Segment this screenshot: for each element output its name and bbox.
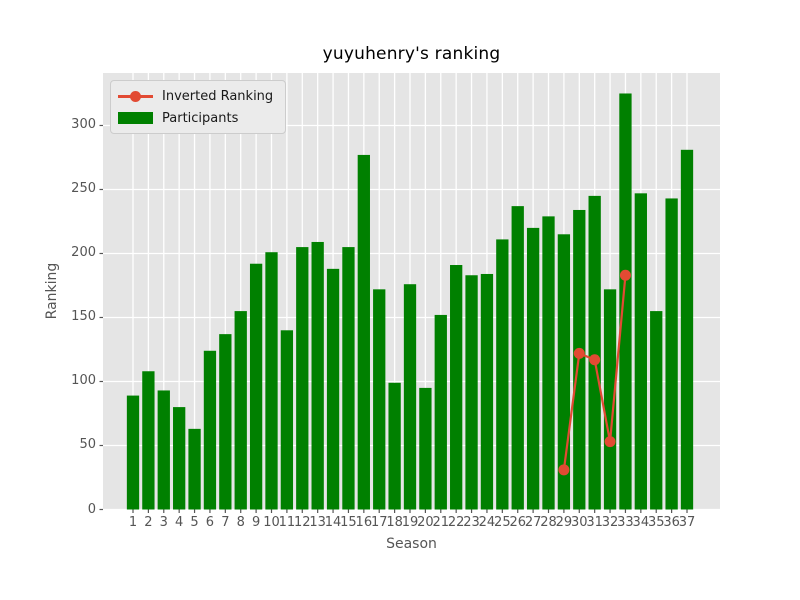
legend-marker-icon — [130, 90, 141, 102]
x-tick-label: 24 — [478, 514, 496, 530]
legend-label-participants: Participants — [162, 110, 239, 126]
y-tick-label: 250 — [71, 181, 96, 197]
x-tick-label: 11 — [278, 514, 296, 530]
x-tick-label: 32 — [601, 514, 619, 530]
x-tick-label: 19 — [401, 514, 419, 530]
x-tick-label: 22 — [447, 514, 465, 530]
bar-season-35 — [650, 311, 663, 510]
x-tick-label: 1 — [128, 514, 138, 530]
y-tick-label: 50 — [79, 437, 96, 453]
x-axis-label: Season — [386, 536, 437, 552]
x-tick-label: 17 — [370, 514, 388, 530]
bar-season-1 — [126, 395, 140, 510]
bar-season-36 — [665, 198, 678, 510]
x-tick-label: 28 — [540, 514, 557, 530]
x-tick-label: 8 — [236, 514, 245, 530]
x-tick-label: 14 — [324, 514, 342, 530]
bar-season-31 — [588, 195, 601, 510]
x-tick-label: 10 — [263, 514, 280, 530]
bar-season-13 — [311, 241, 324, 510]
x-tick-label: 36 — [663, 514, 680, 530]
y-tick-label: 150 — [71, 309, 96, 325]
bar-season-4 — [173, 407, 186, 510]
bar-season-34 — [634, 193, 647, 510]
x-tick-label: 13 — [309, 514, 326, 530]
x-tick-label: 26 — [509, 514, 526, 530]
legend-label-inverted-ranking: Inverted Ranking — [162, 88, 274, 104]
bar-season-7 — [219, 334, 232, 510]
bar-season-33 — [619, 93, 632, 510]
legend-item-inverted-ranking: Inverted Ranking — [118, 86, 273, 106]
bar-season-32 — [603, 289, 617, 510]
bar-season-28 — [542, 216, 555, 510]
y-tick-label: 200 — [71, 245, 96, 261]
bar-season-23 — [465, 275, 478, 510]
x-tick-label: 29 — [555, 514, 573, 530]
x-tick-label: 23 — [463, 514, 480, 530]
x-tick-label: 21 — [432, 514, 450, 530]
x-tick-label: 5 — [190, 514, 199, 530]
legend: Inverted Ranking Participants — [110, 80, 287, 134]
inverted-ranking-point-31 — [589, 354, 601, 366]
bar-season-5 — [188, 428, 201, 510]
x-tick-label: 6 — [205, 514, 215, 530]
bar-season-21 — [434, 314, 447, 510]
x-tick-label: 2 — [144, 514, 153, 530]
bar-season-10 — [265, 252, 278, 510]
chart-title: yuyuhenry's ranking — [322, 44, 501, 64]
x-tick-label: 27 — [524, 514, 542, 530]
x-tick-label: 33 — [617, 514, 634, 530]
bar-season-17 — [373, 289, 386, 510]
y-tick-label: 300 — [71, 117, 96, 133]
legend-line-marker-sample — [118, 90, 153, 102]
bar-season-37 — [680, 149, 694, 510]
x-tick-label: 31 — [586, 514, 603, 530]
y-tick-label: 0 — [87, 501, 96, 517]
bar-season-14 — [326, 268, 340, 510]
x-tick-label: 30 — [570, 514, 588, 530]
inverted-ranking-point-33 — [619, 269, 631, 281]
x-tick-label: 35 — [647, 514, 665, 530]
inverted-ranking-point-30 — [573, 347, 585, 359]
bar-season-25 — [496, 239, 509, 510]
legend-patch-icon — [118, 112, 153, 124]
x-tick-label: 16 — [355, 514, 373, 530]
x-tick-label: 20 — [417, 514, 434, 530]
bar-season-24 — [480, 273, 494, 510]
x-tick-label: 18 — [386, 514, 403, 530]
x-tick-label: 3 — [159, 514, 168, 530]
x-tick-label: 4 — [175, 514, 184, 530]
bar-season-9 — [249, 263, 263, 510]
y-tick-label: 100 — [71, 373, 96, 389]
bar-season-2 — [142, 371, 155, 510]
bar-season-19 — [403, 284, 417, 510]
x-tick-label: 9 — [251, 514, 261, 530]
bar-season-16 — [357, 154, 370, 510]
x-tick-label: 15 — [340, 514, 357, 530]
bar-season-3 — [157, 390, 170, 510]
bar-season-27 — [526, 227, 540, 510]
bar-season-11 — [280, 330, 294, 510]
x-tick-label: 25 — [494, 514, 511, 530]
bar-season-20 — [419, 387, 432, 510]
x-tick-label: 7 — [221, 514, 230, 530]
bar-season-26 — [511, 206, 524, 510]
legend-item-participants: Participants — [118, 108, 273, 128]
x-tick-label: 12 — [293, 514, 311, 530]
bar-season-12 — [296, 247, 309, 510]
bar-season-22 — [450, 265, 463, 510]
bar-season-18 — [388, 382, 401, 510]
x-tick-label: 37 — [678, 514, 696, 530]
bar-season-6 — [203, 350, 217, 510]
inverted-ranking-point-32 — [604, 436, 616, 448]
x-tick-label: 34 — [632, 514, 650, 530]
bar-season-8 — [234, 311, 247, 510]
inverted-ranking-point-29 — [558, 464, 570, 476]
bar-season-15 — [342, 247, 355, 510]
